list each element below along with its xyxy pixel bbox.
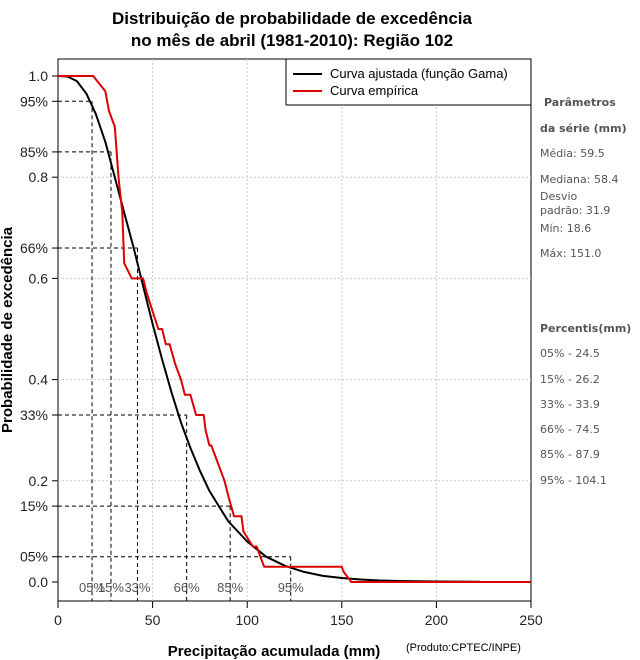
legend-label-empirical: Curva empírica bbox=[330, 83, 419, 98]
plot-frame bbox=[57, 58, 532, 602]
y-axis-title: Probabilidade de excedência bbox=[0, 226, 16, 433]
y-tick-label: 0.6 bbox=[29, 270, 49, 286]
y-tick-label: 85% bbox=[20, 144, 48, 160]
percentile-x-label: 15% bbox=[98, 580, 124, 595]
legend-box bbox=[285, 58, 532, 106]
stat-max: Máx: 151.0 bbox=[540, 247, 601, 260]
y-tick-label: 0.4 bbox=[29, 372, 49, 388]
y-tick-label: 0.8 bbox=[29, 169, 49, 185]
y-tick-label: 05% bbox=[20, 549, 48, 565]
percentile-x-label: 66% bbox=[174, 580, 200, 595]
stat-desvio-2: padrão: 31.9 bbox=[540, 204, 610, 217]
x-tick-label: 200 bbox=[425, 612, 449, 628]
x-tick-label: 250 bbox=[519, 612, 543, 628]
empirical-curve bbox=[58, 75, 531, 583]
x-axis: 0 50 100 150 200 250 bbox=[54, 601, 543, 628]
legend: Curva ajustada (função Gama) Curva empír… bbox=[285, 58, 532, 106]
pct-15: 15% - 26.2 bbox=[540, 373, 600, 386]
y-axis: 1.0 95% 85% 0.8 66% 0.6 0.4 33% 0.2 15% 05% 0.0 bbox=[20, 68, 58, 590]
x-tick-label: 100 bbox=[236, 612, 260, 628]
stat-mediana: Mediana: 58.4 bbox=[540, 173, 618, 186]
percentile-x-label: 05% bbox=[79, 580, 105, 595]
fitted-gamma-curve bbox=[57, 75, 480, 583]
stat-media: Média: 59.5 bbox=[540, 147, 605, 160]
x-tick-label: 0 bbox=[54, 612, 62, 628]
x-tick-label: 150 bbox=[330, 612, 354, 628]
percentile-x-label: 85% bbox=[217, 580, 243, 595]
legend-label-fitted: Curva ajustada (função Gama) bbox=[330, 66, 508, 81]
stats-panel: Parâmetros da série (mm) Média: 59.5 Med… bbox=[540, 96, 631, 487]
y-tick-label: 0.0 bbox=[29, 574, 49, 590]
percentile-x-labels: 05%15% 33% 66% 85% 95% bbox=[79, 580, 304, 595]
grid-lines bbox=[58, 59, 531, 601]
pct-33: 33% - 33.9 bbox=[540, 398, 600, 411]
series-lines bbox=[57, 75, 531, 583]
percentile-x-label: 95% bbox=[278, 580, 304, 595]
y-tick-label: 95% bbox=[20, 93, 48, 109]
pct-85: 85% - 87.9 bbox=[540, 448, 600, 461]
chart-title-line1: Distribuição de probabilidade de excedên… bbox=[112, 9, 472, 28]
x-tick-label: 50 bbox=[145, 612, 161, 628]
stat-desvio-1: Desvio bbox=[540, 190, 578, 203]
credit-text: (Produto:CPTEC/INPE) bbox=[406, 642, 521, 654]
pct-66: 66% - 74.5 bbox=[540, 423, 600, 436]
pct-05: 05% - 24.5 bbox=[540, 347, 600, 360]
y-tick-label: 1.0 bbox=[29, 68, 49, 84]
percentile-guides bbox=[58, 100, 292, 601]
y-tick-label: 66% bbox=[20, 240, 48, 256]
chart-title-line2: no mês de abril (1981-2010): Região 102 bbox=[131, 31, 453, 50]
y-tick-label: 15% bbox=[20, 498, 48, 514]
pct-95: 95% - 104.1 bbox=[540, 474, 607, 487]
percentis-title: Percentis(mm) bbox=[540, 322, 631, 335]
x-axis-title: Precipitação acumulada (mm) bbox=[168, 643, 381, 660]
params-title-1: Parâmetros bbox=[544, 96, 616, 109]
y-tick-label: 0.2 bbox=[29, 473, 49, 489]
params-title-2: da série (mm) bbox=[540, 122, 627, 135]
stat-min: Mín: 18.6 bbox=[540, 222, 591, 235]
percentile-x-label: 33% bbox=[124, 580, 150, 595]
y-tick-label: 33% bbox=[20, 407, 48, 423]
